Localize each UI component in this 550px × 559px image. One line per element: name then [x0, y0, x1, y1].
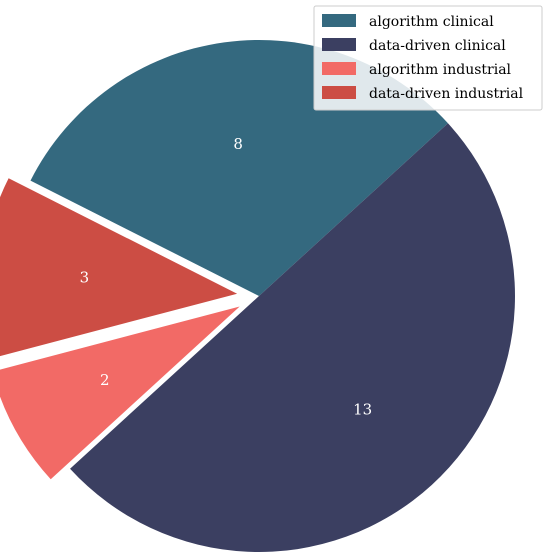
- pie-value-label: 8: [233, 135, 243, 153]
- legend-frame: [313, 5, 543, 111]
- pie-slice-data-driven-industrial: [0, 178, 238, 357]
- legend-entry-label: data-driven clinical: [369, 38, 506, 54]
- pie-value-label: 13: [353, 400, 372, 418]
- legend-swatch: [322, 14, 356, 27]
- pie-value-label: 3: [80, 269, 90, 287]
- legend-entry-label: algorithm industrial: [369, 62, 512, 78]
- pie-slices: [0, 39, 515, 552]
- pie-slice-algorithm-industrial: [0, 306, 240, 480]
- pie-slice-data-driven-clinical: [70, 123, 515, 552]
- legend: algorithm clinical data-driven clinical al…: [313, 5, 543, 111]
- legend-swatch: [322, 62, 356, 75]
- legend-swatch: [322, 38, 356, 51]
- pie-value-labels: 8 13 2 3: [80, 135, 373, 419]
- legend-entry-label: data-driven industrial: [369, 86, 524, 102]
- legend-swatch: [322, 86, 356, 99]
- pie-value-label: 2: [100, 371, 110, 389]
- legend-entry-label: algorithm clinical: [369, 14, 494, 30]
